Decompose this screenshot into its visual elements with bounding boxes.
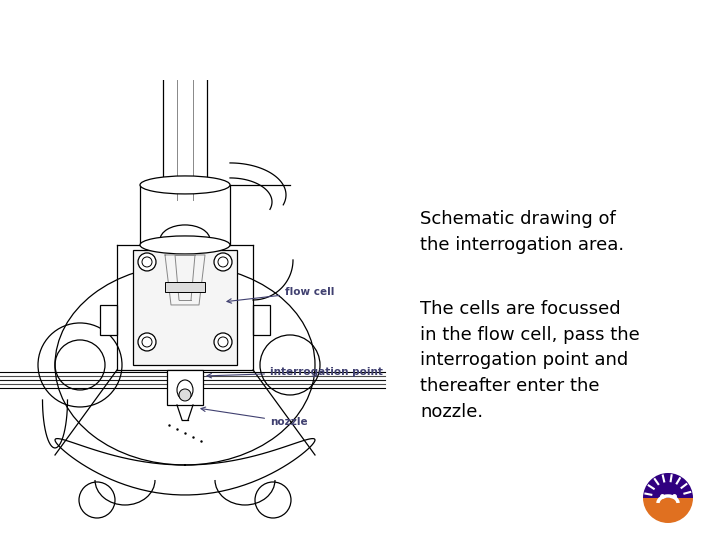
Text: interrogation point: interrogation point: [207, 367, 383, 378]
Bar: [133, 250, 237, 365]
Circle shape: [138, 333, 156, 351]
Bar: [253, 305, 270, 335]
Text: The cells are focussed
in the flow cell, pass the
interrogation point and
therea: The cells are focussed in the flow cell,…: [420, 300, 640, 421]
Wedge shape: [643, 498, 693, 523]
Wedge shape: [643, 473, 693, 498]
Ellipse shape: [140, 176, 230, 194]
Circle shape: [138, 253, 156, 271]
Text: flow cell: flow cell: [227, 287, 334, 303]
Bar: [100, 305, 117, 335]
Ellipse shape: [140, 236, 230, 254]
Circle shape: [214, 333, 232, 351]
Text: Basic Parts of the FACS Aria: Basic Parts of the FACS Aria: [50, 30, 487, 58]
Text: nozzle: nozzle: [201, 407, 307, 427]
Circle shape: [214, 253, 232, 271]
Ellipse shape: [177, 380, 193, 400]
Bar: [167, 370, 203, 405]
Text: Schematic drawing of
the interrogation area.: Schematic drawing of the interrogation a…: [420, 210, 624, 254]
Circle shape: [179, 389, 191, 401]
Bar: [165, 282, 205, 292]
